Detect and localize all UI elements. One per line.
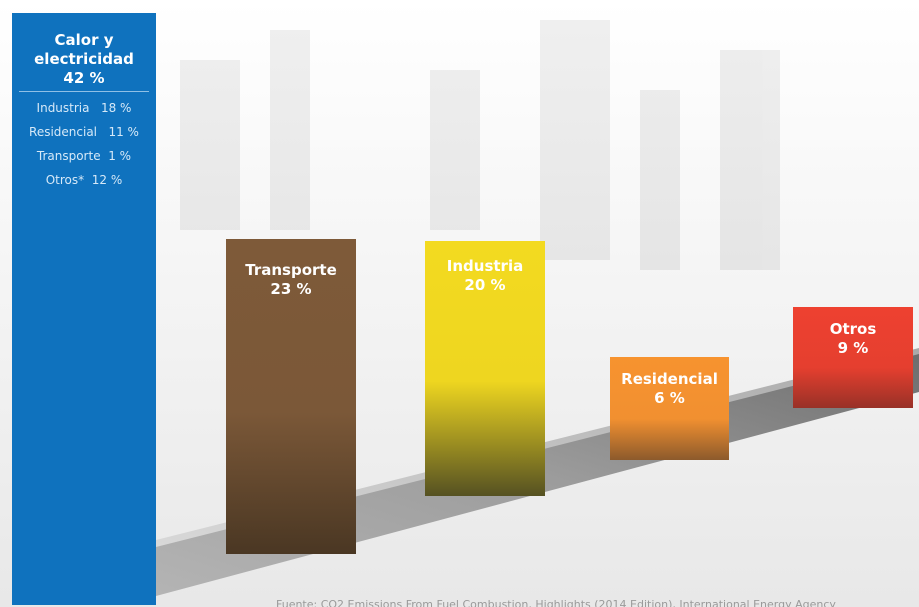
bar-transporte-label: Transporte bbox=[245, 261, 337, 279]
bar-calor-y-electricidad: Calor y electricidad 42 % Industria 18 %… bbox=[12, 13, 156, 605]
bar-residencial: Residencial 6 % bbox=[610, 357, 729, 460]
bar-calor-label-line1: Calor y bbox=[54, 31, 114, 49]
breakdown-value: 18 % bbox=[100, 101, 132, 115]
breakdown-item-residencial: Residencial 11 % bbox=[12, 120, 156, 144]
breakdown-value: 12 % bbox=[91, 173, 123, 187]
breakdown-label: Industria bbox=[36, 101, 90, 115]
breakdown-item-transporte: Transporte 1 % bbox=[12, 144, 156, 168]
breakdown-divider bbox=[19, 91, 149, 92]
bar-industria-value: 20 % bbox=[464, 276, 506, 294]
bar-industria-label: Industria bbox=[446, 257, 524, 275]
bar-otros-value: 9 % bbox=[837, 339, 869, 357]
bar-residencial-value: 6 % bbox=[654, 389, 685, 407]
bar-calor-label-line2: electricidad bbox=[34, 50, 134, 68]
bar-otros: Otros 9 % bbox=[793, 307, 913, 408]
breakdown-item-otros: Otros* 12 % bbox=[12, 168, 156, 192]
bar-transporte: Transporte 23 % bbox=[226, 239, 356, 554]
breakdown-item-industria: Industria 18 % bbox=[12, 96, 156, 120]
source-note: Fuente: CO2 Emissions From Fuel Combusti… bbox=[276, 598, 836, 607]
faded-buildings bbox=[180, 20, 780, 270]
breakdown-label: Residencial bbox=[29, 125, 98, 139]
breakdown-label: Transporte bbox=[36, 149, 101, 163]
breakdown-value: 1 % bbox=[108, 149, 132, 163]
bar-residencial-label: Residencial bbox=[621, 370, 718, 388]
bar-otros-label: Otros bbox=[829, 320, 877, 338]
bar-calor-value: 42 % bbox=[63, 69, 105, 87]
bar-industria: Industria 20 % bbox=[425, 241, 545, 496]
bar-transporte-value: 23 % bbox=[270, 280, 312, 298]
breakdown-value: 11 % bbox=[108, 125, 139, 139]
breakdown-label: Otros* bbox=[45, 173, 85, 187]
